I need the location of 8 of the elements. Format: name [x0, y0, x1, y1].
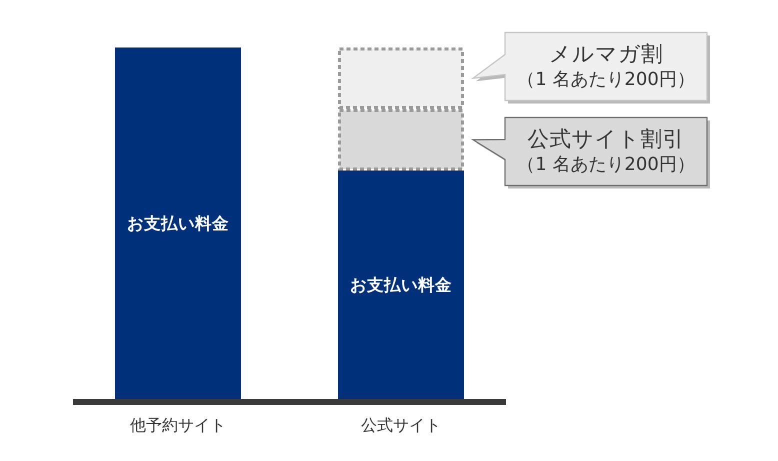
- text: （1 名あたり200円）: [517, 154, 695, 176]
- text: メルマガ割: [549, 42, 663, 68]
- text: 公式サイト割引: [528, 127, 684, 152]
- x-tick-label: 公式サイト: [361, 416, 441, 434]
- x-tick-label: 他予約サイト: [130, 416, 226, 434]
- text: お支払い料金: [350, 275, 452, 294]
- text: （1 名あたり200円）: [517, 69, 695, 90]
- series-label: お支払い料金: [127, 214, 229, 233]
